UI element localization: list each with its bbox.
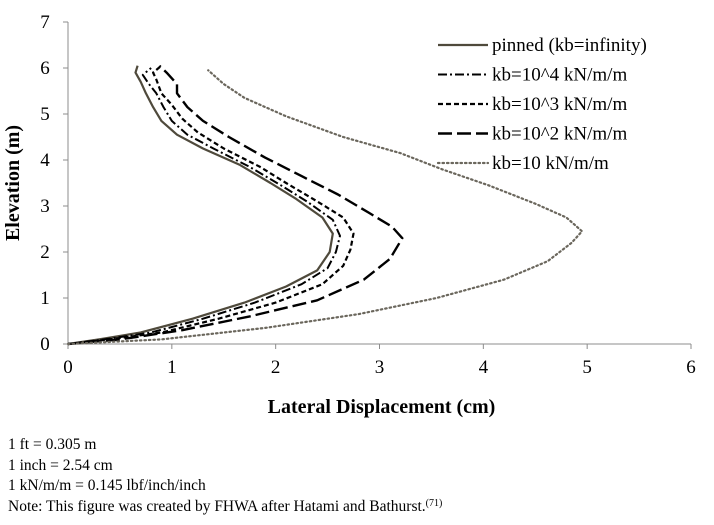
series-line-1 — [67, 67, 341, 345]
y-tick-label: 6 — [40, 58, 50, 79]
x-tick-label: 1 — [167, 357, 177, 378]
y-tick-label: 3 — [40, 196, 50, 217]
chart: 0 1 2 3 4 5 6 0 1 2 3 4 5 6 7 pinned (kb=infinity) kb=1… — [2, 12, 696, 418]
legend-label-3: kb=10^2 kN/m/m — [492, 124, 627, 145]
series-line-4 — [66, 69, 584, 346]
legend-label-4: kb=10 kN/m/m — [492, 153, 609, 174]
note-stiffness-conversion: 1 kN/m/m = 0.145 lbf/inch/inch — [8, 477, 206, 494]
y-tick-label: 4 — [40, 150, 50, 171]
footnotes: 1 ft = 0.305 m 1 inch = 2.54 cm 1 kN/m/m… — [8, 435, 442, 517]
legend-label-0: pinned (kb=infinity) — [492, 35, 647, 56]
x-tick-label: 5 — [582, 357, 592, 378]
legend-label-1: kb=10^4 kN/m/m — [492, 65, 627, 86]
x-axis-title: Lateral Displacement (cm) — [268, 396, 496, 418]
note-source-text: Note: This figure was created by FHWA af… — [8, 497, 426, 515]
chart-legend: pinned (kb=infinity) kb=10^4 kN/m/m kb=10^… — [436, 35, 647, 174]
legend-label-2: kb=10^3 kN/m/m — [492, 94, 627, 115]
y-tick-label: 7 — [40, 12, 50, 33]
series-line-2 — [67, 64, 355, 346]
x-tick-label: 3 — [375, 357, 385, 378]
y-tick-label: 0 — [40, 334, 50, 355]
note-inch-conversion: 1 inch = 2.54 cm — [8, 456, 113, 474]
x-tick-label: 2 — [271, 357, 281, 378]
series-line-0 — [67, 65, 334, 346]
y-tick-label: 2 — [40, 242, 50, 263]
x-tick-label: 0 — [63, 357, 73, 378]
series-line-3 — [67, 64, 404, 346]
note-source-reference: (71) — [425, 497, 443, 509]
x-tick-label: 4 — [479, 357, 489, 378]
note-source: Note: This figure was created by FHWA af… — [8, 497, 442, 518]
y-tick-label: 5 — [40, 104, 50, 125]
note-ft-conversion: 1 ft = 0.305 m — [8, 436, 97, 453]
chart-series-layer — [66, 64, 584, 346]
y-tick-label: 1 — [40, 288, 50, 309]
x-tick-label: 6 — [686, 357, 696, 378]
chart-axes: 0 1 2 3 4 5 6 0 1 2 3 4 5 6 7 — [40, 12, 696, 378]
y-axis-title: Elevation (m) — [2, 125, 24, 241]
